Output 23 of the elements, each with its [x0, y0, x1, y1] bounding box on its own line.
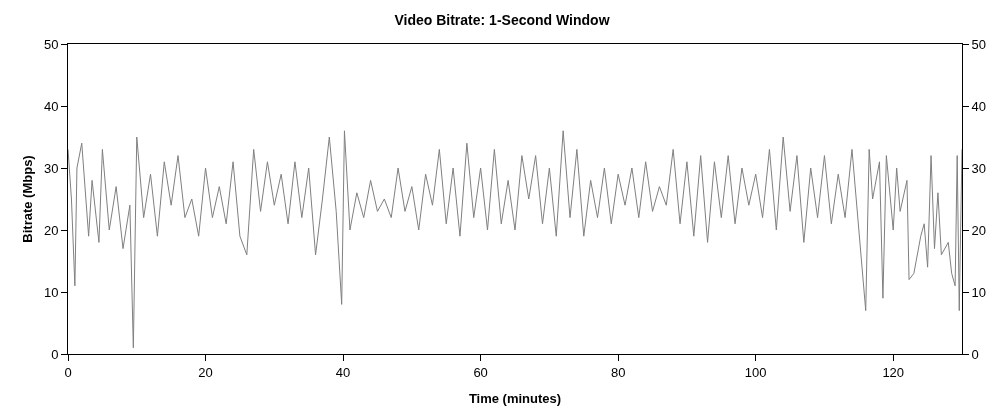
x-tick-label: 0	[64, 364, 72, 380]
y2-tick-label: 0	[971, 346, 979, 362]
y-tick-label: 50	[43, 36, 59, 52]
y-tick-label: 40	[43, 98, 59, 114]
y2-tick-label: 30	[971, 160, 987, 176]
y-tick-label: 30	[43, 160, 59, 176]
y-tick-label: 10	[43, 284, 59, 300]
chart-title: Video Bitrate: 1-Second Window	[394, 11, 610, 28]
x-tick-label: 100	[744, 364, 767, 380]
x-tick-label: 40	[335, 364, 351, 380]
y-tick-label: 0	[51, 346, 59, 362]
x-tick-label: 20	[198, 364, 213, 380]
line-series	[68, 130, 962, 349]
y-tick-label: 20	[43, 222, 59, 238]
y-axis-title: Bitrate (Mbps)	[20, 155, 35, 243]
x-tick-label: 80	[610, 364, 626, 380]
y2-tick-label: 20	[971, 222, 987, 238]
x-axis-title: Time (minutes)	[468, 391, 562, 406]
y2-tick-label: 50	[971, 36, 987, 52]
y2-tick-label: 10	[971, 284, 987, 300]
y2-tick-label: 40	[971, 98, 987, 114]
x-tick-label: 120	[882, 364, 905, 380]
x-tick-label: 60	[473, 364, 488, 380]
